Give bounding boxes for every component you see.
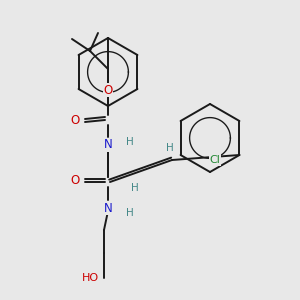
Text: Cl: Cl: [210, 155, 220, 165]
Text: O: O: [70, 173, 80, 187]
Text: H: H: [166, 143, 174, 153]
Text: H: H: [131, 183, 139, 193]
Text: N: N: [103, 139, 112, 152]
Text: O: O: [103, 83, 112, 97]
Text: H: H: [126, 137, 134, 147]
Text: O: O: [70, 113, 80, 127]
Text: H: H: [126, 208, 134, 218]
Text: HO: HO: [81, 273, 99, 283]
Text: N: N: [103, 202, 112, 214]
